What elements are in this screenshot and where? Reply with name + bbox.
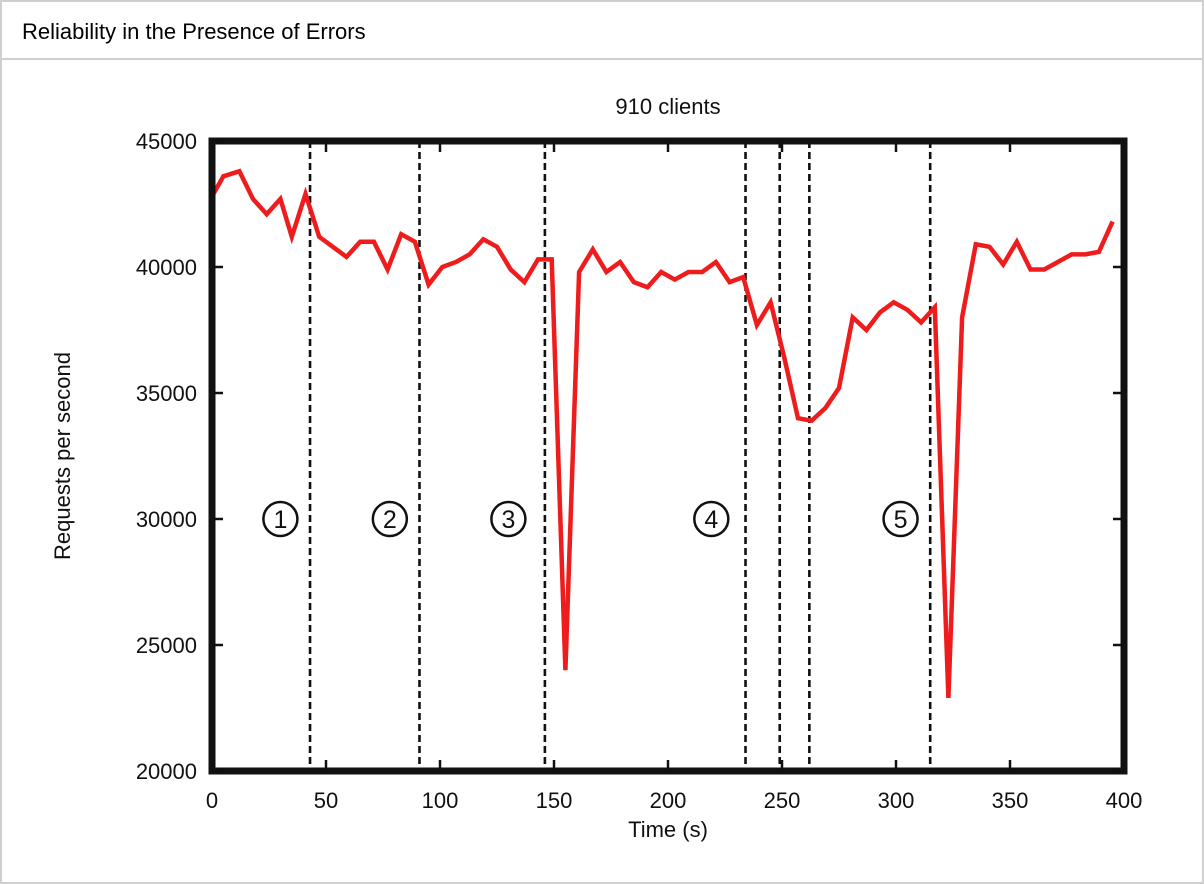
phase-marker-4 xyxy=(693,500,730,538)
x-tick-label: 400 xyxy=(1106,788,1143,813)
phase-annotations: 1 2 3 4 5 xyxy=(262,500,919,538)
figure-header: Reliability in the Presence of Errors xyxy=(2,2,1202,60)
phase-label-1: 1 xyxy=(273,506,287,534)
x-tick-label: 100 xyxy=(422,788,459,813)
phase-label-5: 5 xyxy=(894,506,908,534)
x-axis-label: Time (s) xyxy=(628,817,708,842)
phase-marker-5 xyxy=(882,500,919,538)
y-tick-label: 30000 xyxy=(136,507,197,532)
x-tick-label: 300 xyxy=(878,788,915,813)
x-tick-label: 200 xyxy=(650,788,687,813)
y-tick-label: 35000 xyxy=(136,381,197,406)
tick-labels: 0 50 100 150 200 250 300 350 400 20000 25000 30000 3… xyxy=(136,129,1143,813)
figure-title: Reliability in the Presence of Errors xyxy=(22,19,366,44)
x-tick-label: 0 xyxy=(206,788,218,813)
x-tick-label: 150 xyxy=(536,788,573,813)
phase-marker-2 xyxy=(371,500,409,538)
y-tick-label: 45000 xyxy=(136,129,197,154)
phase-marker-3 xyxy=(490,500,527,538)
phase-label-4: 4 xyxy=(704,506,718,534)
phase-label-3: 3 xyxy=(501,506,515,534)
tick-marks xyxy=(210,139,1126,773)
y-axis-label: Requests per second xyxy=(50,352,75,560)
x-tick-label: 350 xyxy=(992,788,1029,813)
y-tick-label: 40000 xyxy=(136,255,197,280)
divider-lines xyxy=(308,141,932,771)
x-tick-label: 250 xyxy=(764,788,801,813)
series-group xyxy=(210,168,1115,698)
series-line-1 xyxy=(210,168,1115,698)
y-tick-label: 25000 xyxy=(136,633,197,658)
chart-title: 910 clients xyxy=(615,94,720,119)
y-tick-label: 20000 xyxy=(136,759,197,784)
x-tick-label: 50 xyxy=(314,788,338,813)
plot-area-border xyxy=(208,137,1128,775)
phase-marker-1 xyxy=(262,500,299,538)
phase-label-2: 2 xyxy=(383,506,397,534)
